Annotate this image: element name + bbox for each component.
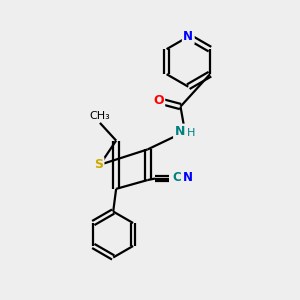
Text: CH₃: CH₃ bbox=[90, 111, 110, 121]
Text: C: C bbox=[173, 172, 182, 184]
Text: H: H bbox=[187, 128, 196, 138]
Text: N: N bbox=[183, 172, 193, 184]
Text: O: O bbox=[153, 94, 164, 107]
Text: N: N bbox=[175, 125, 185, 138]
Text: N: N bbox=[183, 30, 193, 43]
Text: S: S bbox=[94, 158, 103, 171]
